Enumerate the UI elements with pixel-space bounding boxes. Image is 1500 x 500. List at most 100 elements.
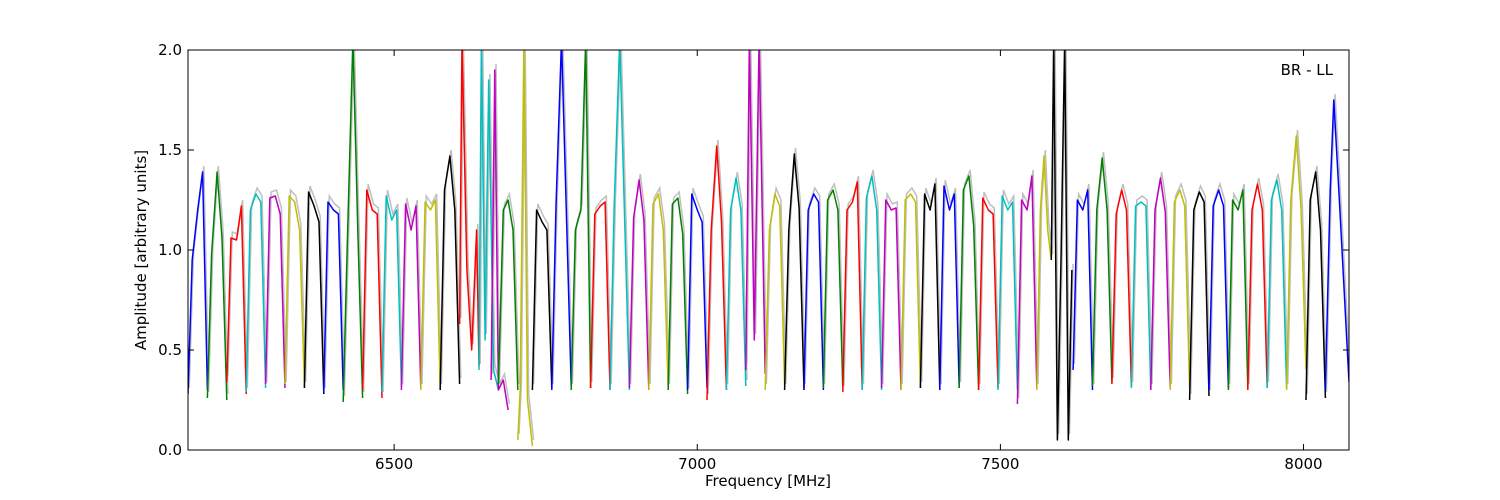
channel-trace-1 — [206, 171, 228, 401]
baseline-annotation: BR - LL — [1281, 61, 1334, 79]
channel-trace-6 — [303, 191, 325, 395]
background-trace-3 — [246, 186, 268, 387]
background-trace-57 — [1267, 173, 1289, 383]
channel-trace-9 — [361, 189, 383, 399]
channel-trace-27 — [686, 193, 708, 391]
background-trace-30 — [746, 50, 768, 369]
channel-trace-38 — [900, 193, 922, 391]
channel-trace-3 — [245, 193, 267, 393]
channel-trace-10 — [381, 195, 403, 393]
background-trace-21 — [571, 50, 593, 385]
channel-trace-17 — [497, 199, 519, 391]
channel-trace-50 — [1130, 201, 1152, 391]
y-tick-label-1: 0.5 — [158, 341, 182, 359]
background-trace-24 — [629, 173, 651, 385]
background-trace-45 — [1037, 149, 1054, 385]
background-trace-32 — [785, 147, 806, 385]
background-trace-31 — [765, 185, 787, 385]
background-trace-49 — [1112, 183, 1134, 381]
x-tick-label-0: 6500 — [375, 455, 413, 473]
background-trace-25 — [649, 185, 671, 385]
y-tick-label-3: 1.5 — [158, 141, 182, 159]
background-trace-48 — [1093, 151, 1114, 381]
channel-trace-36 — [861, 175, 883, 391]
background-trace-56 — [1248, 177, 1270, 385]
x-tick-label-2: 7500 — [981, 455, 1019, 473]
channel-trace-11 — [400, 203, 422, 391]
background-trace-17 — [498, 191, 520, 385]
channel-trace-30 — [745, 50, 766, 375]
background-trace-50 — [1131, 195, 1153, 385]
background-trace-5 — [285, 188, 307, 381]
background-trace-29 — [726, 171, 748, 385]
channel-trace-8 — [342, 50, 364, 403]
background-trace-60 — [1325, 93, 1349, 385]
channel-trace-18 — [517, 50, 534, 447]
channel-trace-21 — [570, 50, 592, 391]
background-trace-19 — [532, 203, 554, 385]
background-trace-12 — [421, 193, 443, 385]
channel-trace-43 — [997, 195, 1019, 391]
channel-trace-13 — [439, 155, 461, 391]
background-trace-26 — [668, 190, 690, 389]
background-trace-54 — [1209, 181, 1231, 385]
channel-trace-2 — [226, 205, 247, 395]
channel-trace-56 — [1247, 183, 1268, 391]
channel-trace-60 — [1324, 99, 1349, 391]
channel-trace-53 — [1188, 191, 1210, 401]
channel-trace-37 — [880, 199, 902, 391]
background-trace-51 — [1151, 171, 1173, 385]
channel-trace-31 — [764, 193, 786, 391]
background-trace-42 — [979, 191, 1000, 385]
background-trace-4 — [266, 189, 287, 383]
background-trace-33 — [804, 186, 826, 385]
background-trace-20 — [552, 50, 574, 385]
channel-trace-15 — [478, 50, 500, 391]
channel-trace-51 — [1150, 177, 1171, 391]
y-tick-label-2: 1.0 — [158, 241, 182, 259]
background-trace-46 — [1051, 50, 1074, 435]
x-axis-label: Frequency [MHz] — [705, 472, 831, 490]
channel-trace-32 — [783, 153, 805, 391]
background-trace-36 — [862, 169, 884, 385]
background-trace-41 — [959, 169, 981, 385]
x-axis-ticks: 6500 7000 7500 8000 — [375, 50, 1323, 473]
background-trace-9 — [363, 183, 384, 393]
background-trace-18 — [518, 50, 535, 441]
channel-trace-58 — [1285, 135, 1307, 391]
channel-trace-52 — [1169, 189, 1191, 391]
channel-trace-26 — [667, 197, 689, 395]
background-trace-43 — [998, 189, 1020, 385]
background-trace-37 — [882, 191, 903, 385]
channel-trace-35 — [842, 181, 863, 393]
channel-trace-0 — [188, 171, 209, 395]
channel-trace-25 — [648, 193, 669, 391]
background-trace-28 — [707, 139, 729, 395]
background-trace-34 — [823, 181, 845, 383]
channel-trace-5 — [284, 195, 306, 387]
background-trace-1 — [207, 165, 229, 395]
channel-trace-29 — [725, 177, 747, 391]
y-axis-label: Amplitude [arbitrary units] — [132, 150, 150, 350]
channel-trace-33 — [803, 193, 825, 391]
channel-trace-20 — [551, 50, 572, 391]
y-tick-label-0: 0.0 — [158, 441, 182, 459]
background-trace-13 — [440, 149, 462, 385]
background-trace-53 — [1190, 183, 1211, 395]
channel-trace-40 — [939, 185, 960, 391]
channel-trace-59 — [1305, 171, 1327, 401]
background-trace-52 — [1170, 181, 1192, 385]
channel-trace-22 — [589, 201, 611, 391]
channel-trace-41 — [958, 175, 980, 391]
channel-trace-7 — [323, 201, 344, 393]
channel-trace-39 — [919, 183, 941, 391]
channel-trace-14 — [458, 50, 480, 367]
channel-trace-23 — [609, 50, 631, 391]
channel-trace-42 — [977, 197, 999, 391]
series-layer — [188, 50, 1349, 447]
background-trace-27 — [688, 187, 709, 385]
y-tick-label-4: 2.0 — [158, 41, 182, 59]
y-axis-ticks: 0.0 0.5 1.0 1.5 2.0 — [158, 41, 1349, 459]
channel-trace-54 — [1208, 189, 1230, 391]
